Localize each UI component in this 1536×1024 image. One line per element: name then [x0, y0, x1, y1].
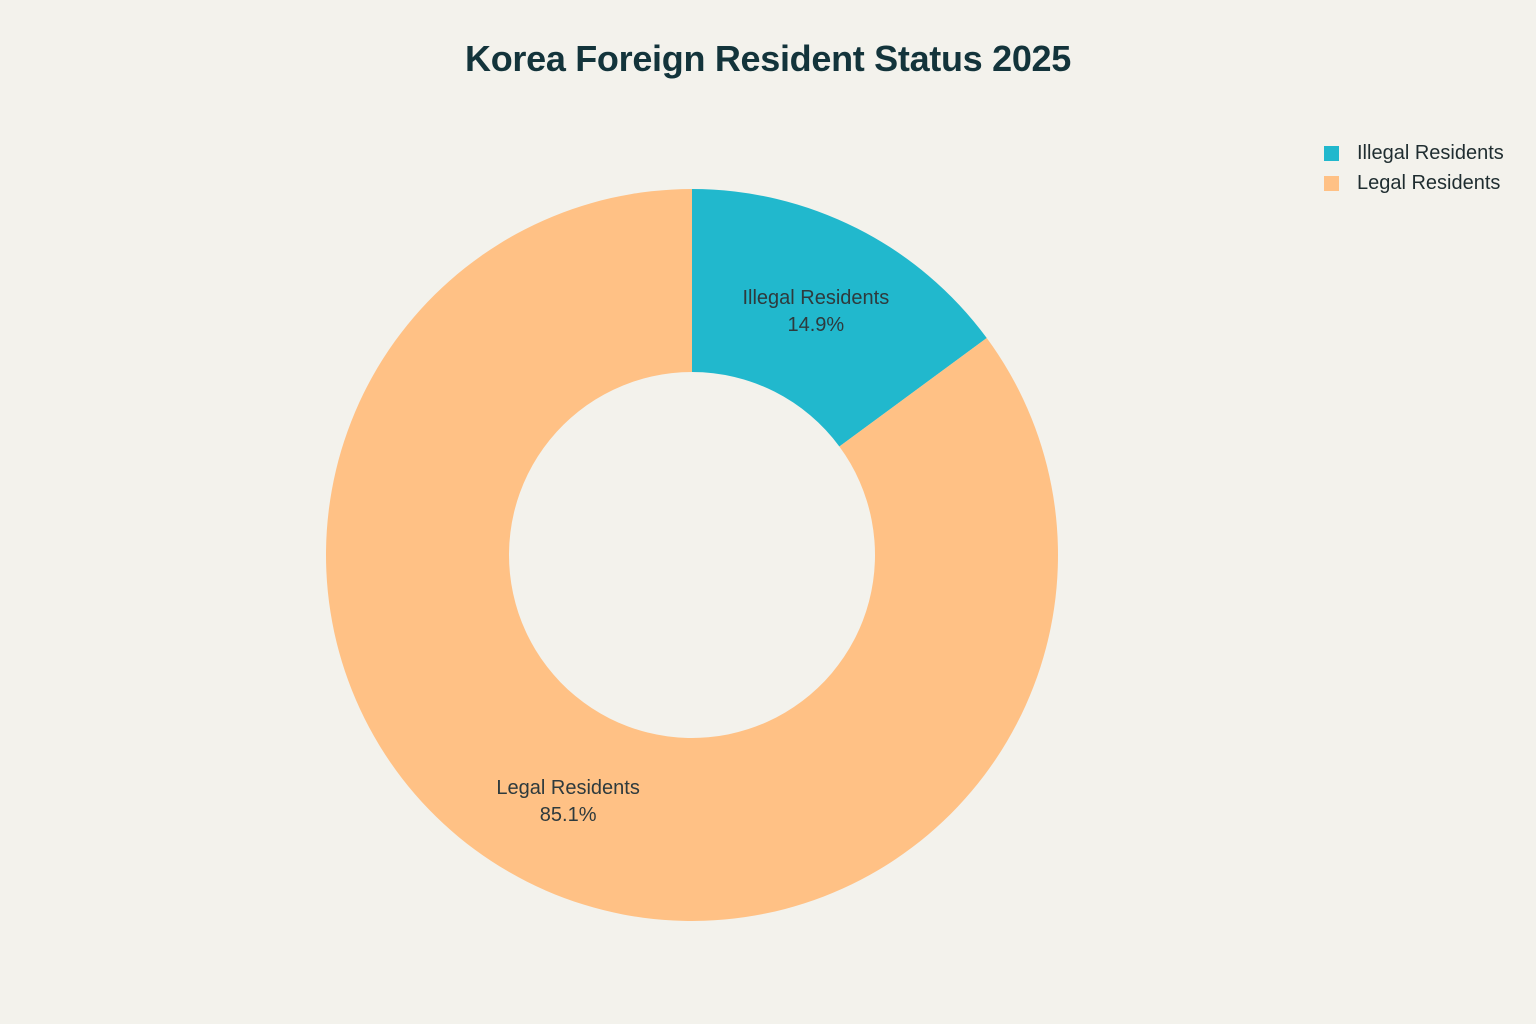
- legend-label: Illegal Residents: [1357, 141, 1504, 164]
- legend-item-illegal-residents[interactable]: Illegal Residents: [1324, 138, 1504, 168]
- legend-swatch-legal-residents: [1324, 175, 1339, 191]
- legend-label: Legal Residents: [1357, 171, 1501, 194]
- legend-item-legal-residents[interactable]: Legal Residents: [1324, 168, 1504, 198]
- legend: Illegal Residents Legal Residents: [1324, 138, 1504, 198]
- legend-swatch-illegal-residents: [1324, 145, 1339, 161]
- slice-label: Illegal Residents: [742, 287, 889, 309]
- slice-legal-residents[interactable]: [326, 189, 1058, 921]
- slice-label: Legal Residents: [496, 777, 639, 799]
- slice-value-label: 85.1%: [540, 804, 597, 826]
- slice-value-label: 14.9%: [787, 314, 844, 336]
- slice-illegal-residents[interactable]: [692, 189, 987, 447]
- chart-title: Korea Foreign Resident Status 2025: [465, 38, 1071, 79]
